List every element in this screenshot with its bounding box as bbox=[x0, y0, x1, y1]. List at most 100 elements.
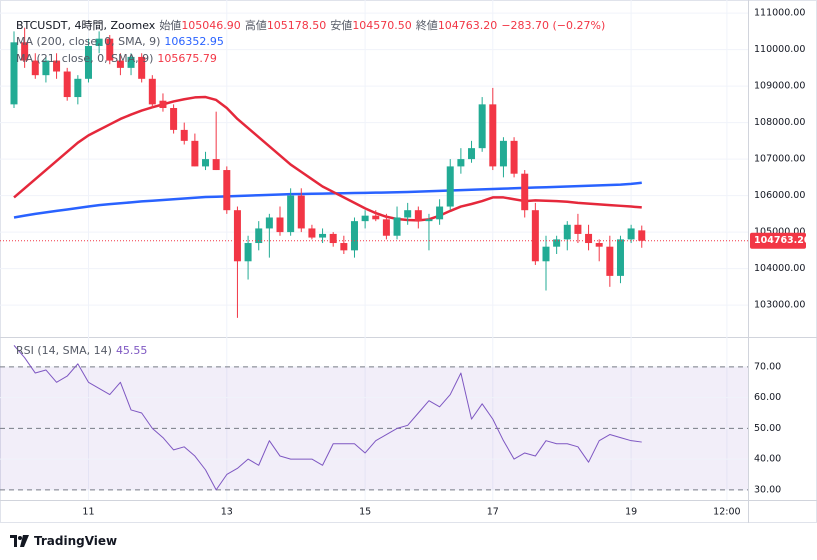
y-tick-label: 104000.00 bbox=[754, 263, 805, 274]
candle-body bbox=[585, 233, 593, 244]
ohlc-label: 始値 bbox=[159, 19, 182, 32]
change: −283.70 (−0.27%) bbox=[501, 18, 606, 32]
candle-body bbox=[627, 228, 635, 240]
candle-body bbox=[404, 210, 412, 218]
candle-body bbox=[84, 45, 92, 79]
legend-value: 106352.95 bbox=[164, 35, 224, 48]
candle-body bbox=[436, 206, 444, 220]
ohlc-label: 終値 bbox=[415, 19, 438, 32]
x-tick-label: 15 bbox=[359, 507, 371, 518]
x-tick-label: 12:00 bbox=[713, 507, 740, 518]
candle-body bbox=[180, 129, 188, 141]
x-tick-label: 13 bbox=[221, 507, 233, 518]
y-tick-label: 60.00 bbox=[754, 392, 781, 403]
candle-body bbox=[42, 60, 50, 76]
y-tick-label: 111000.00 bbox=[754, 8, 805, 19]
candle-body bbox=[244, 243, 252, 262]
axis-labels: 11 13 15 17 19 12:00 103000.00 104000.00 105000.… bbox=[82, 8, 810, 518]
y-tick-label: 50.00 bbox=[754, 423, 781, 434]
candle-body bbox=[276, 217, 284, 233]
candle-body bbox=[106, 38, 114, 61]
ohlc-value: 104570.50 bbox=[352, 18, 412, 32]
candle-body bbox=[95, 38, 103, 46]
ohlc-value: 105046.90 bbox=[181, 18, 241, 32]
indicator-line bbox=[13, 95, 642, 222]
candle-body bbox=[31, 60, 39, 76]
legend-value: 105675.79 bbox=[157, 52, 217, 65]
candle-body bbox=[340, 243, 348, 251]
candle-body bbox=[531, 210, 539, 262]
y-tick-label: 108000.00 bbox=[754, 117, 805, 128]
candle-body bbox=[138, 56, 146, 79]
candle-body bbox=[329, 233, 337, 244]
candle-body bbox=[265, 217, 273, 229]
y-tick-label: 109000.00 bbox=[754, 81, 805, 92]
candle-body bbox=[10, 42, 18, 105]
symbol: BTCUSDT, 4時間, Zoomex bbox=[16, 19, 156, 32]
marks bbox=[0, 27, 748, 491]
legend-name: MA (21, close, 0, SMA, 9) bbox=[16, 52, 154, 65]
candle-body bbox=[616, 239, 624, 276]
candle-body bbox=[319, 233, 327, 238]
candle-body bbox=[297, 195, 305, 229]
logo bbox=[10, 535, 29, 547]
grid bbox=[0, 0, 748, 500]
indicator-line bbox=[13, 345, 642, 491]
candle-body bbox=[308, 228, 316, 238]
candle-body bbox=[425, 219, 433, 222]
candle-body bbox=[361, 215, 369, 222]
candle-body bbox=[287, 195, 295, 233]
candle-body bbox=[638, 230, 646, 241]
candle-body bbox=[393, 217, 401, 236]
candle-body bbox=[553, 239, 561, 247]
footer: TradingView bbox=[10, 534, 117, 548]
legend-value: 45.55 bbox=[115, 344, 148, 357]
candle-body bbox=[127, 56, 135, 68]
candle-body bbox=[382, 219, 390, 236]
last-price-label: 104763.20 bbox=[754, 235, 811, 246]
ohlc-value: 104763.20 bbox=[437, 18, 498, 32]
y-tick-label: 106000.00 bbox=[754, 190, 805, 201]
candle-body bbox=[372, 215, 380, 220]
brand: TradingView bbox=[34, 534, 118, 548]
candle-body bbox=[574, 224, 582, 234]
candle-body bbox=[489, 104, 497, 167]
candle-body bbox=[74, 78, 82, 98]
candle-body bbox=[499, 140, 507, 167]
legend-name: MA (200, close, 0, SMA, 9) bbox=[16, 35, 161, 48]
candle-body bbox=[233, 210, 241, 262]
y-tick-label: 105000.00 bbox=[754, 227, 805, 238]
candle-body bbox=[521, 173, 529, 211]
ohlc-value: 105178.50 bbox=[266, 18, 327, 32]
candle-body bbox=[21, 42, 29, 61]
ohlc-label: 安値 bbox=[330, 19, 353, 32]
candle-body bbox=[606, 246, 614, 276]
candle-body bbox=[446, 166, 454, 207]
ma21-legend: MA (21, close, 0, SMA, 9) 105675.79 bbox=[16, 52, 217, 65]
y-tick-label: 103000.00 bbox=[754, 300, 805, 311]
chart: 11 13 15 17 19 12:00 103000.00 104000.00 105000.… bbox=[0, 0, 817, 523]
candle-body bbox=[159, 100, 167, 109]
candle-body bbox=[191, 140, 199, 167]
x-tick-label: 19 bbox=[625, 507, 637, 518]
candle-body bbox=[595, 243, 603, 247]
x-tick-label: 17 bbox=[487, 507, 499, 518]
candle-body bbox=[148, 78, 156, 105]
candle-body bbox=[53, 60, 61, 72]
y-tick-label: 40.00 bbox=[754, 454, 781, 465]
rsi-legend: RSI (14, SMA, 14) 45.55 bbox=[16, 344, 147, 357]
candle-body bbox=[170, 108, 178, 130]
candle-body bbox=[542, 246, 550, 262]
candle-body bbox=[202, 159, 210, 167]
candle-body bbox=[468, 148, 476, 160]
candle-body bbox=[255, 228, 263, 244]
candle-body bbox=[510, 140, 518, 174]
y-tick-label: 110000.00 bbox=[754, 44, 805, 55]
candle-body bbox=[223, 170, 231, 211]
y-tick-label: 30.00 bbox=[754, 484, 781, 495]
last-price-box bbox=[750, 232, 806, 249]
indicator-line bbox=[13, 181, 642, 219]
ma200-legend: MA (200, close, 0, SMA, 9) 106352.95 bbox=[16, 35, 224, 48]
candle-body bbox=[212, 159, 220, 171]
